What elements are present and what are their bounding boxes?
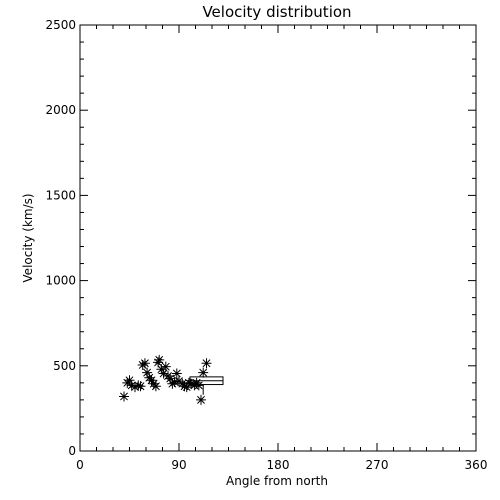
x-tick-label: 270 xyxy=(366,458,389,472)
y-axis-title: Velocity (km/s) xyxy=(21,193,35,282)
y-tick-label: 2000 xyxy=(45,103,76,117)
data-point xyxy=(174,376,184,387)
data-point xyxy=(139,358,150,369)
x-tick-label: 360 xyxy=(465,458,488,472)
x-tick-label: 0 xyxy=(76,458,84,472)
y-tick-label: 1000 xyxy=(45,274,76,288)
data-point xyxy=(126,380,137,391)
x-axis-ticks: 0 90 180 270 360 xyxy=(76,25,487,472)
x-tick-label: 180 xyxy=(267,458,290,472)
data-point xyxy=(179,381,190,392)
data-point xyxy=(201,358,212,369)
data-point xyxy=(124,375,135,386)
y-axis-ticks: 0 500 1000 1500 2000 2500 xyxy=(45,18,476,458)
data-point xyxy=(196,394,206,405)
data-points xyxy=(119,354,212,405)
velocity-box-plot xyxy=(189,376,224,395)
x-axis-title: Angle from north xyxy=(226,474,328,488)
data-point xyxy=(181,382,192,393)
data-point xyxy=(156,364,167,375)
y-tick-label: 0 xyxy=(68,444,76,458)
data-point xyxy=(193,380,204,391)
chart-title: Velocity distribution xyxy=(202,3,351,21)
y-tick-label: 1500 xyxy=(45,188,76,202)
data-point xyxy=(169,376,180,387)
data-point xyxy=(130,382,140,393)
data-point xyxy=(153,357,164,368)
data-point xyxy=(158,368,169,379)
data-point xyxy=(160,361,171,372)
x-tick-label: 90 xyxy=(171,458,186,472)
data-point xyxy=(154,354,165,365)
data-point xyxy=(133,380,144,391)
data-point xyxy=(142,367,153,378)
y-tick-label: 500 xyxy=(53,359,76,373)
data-point xyxy=(171,368,182,379)
data-point xyxy=(150,381,161,392)
data-point xyxy=(165,373,176,384)
y-tick-label: 2500 xyxy=(45,18,76,32)
data-point xyxy=(119,391,129,402)
data-point xyxy=(198,367,209,378)
data-point xyxy=(183,377,194,388)
data-point xyxy=(135,381,146,392)
data-point xyxy=(186,378,197,389)
data-point xyxy=(146,375,157,386)
